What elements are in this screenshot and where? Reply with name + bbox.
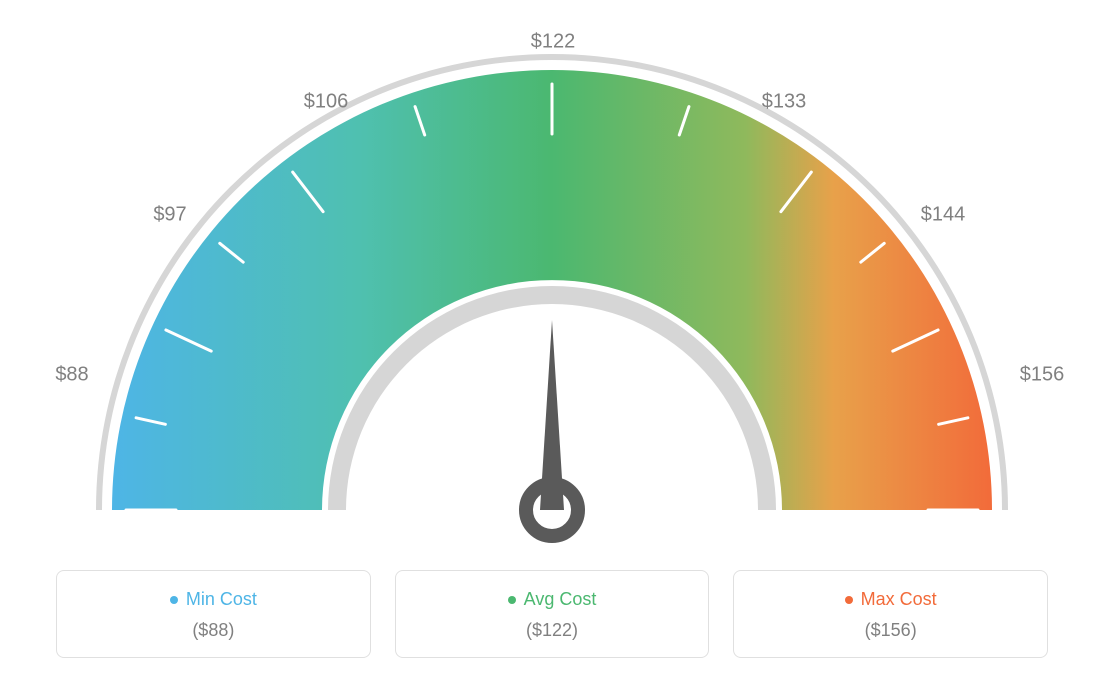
- legend-value-avg: ($122): [408, 620, 697, 641]
- gauge-tick-label: $106: [304, 91, 349, 114]
- legend-label-avg: Avg Cost: [524, 589, 597, 610]
- gauge-tick-label: $144: [921, 204, 966, 227]
- gauge-tick-label: $88: [55, 364, 88, 387]
- legend-card-avg: Avg Cost ($122): [395, 570, 710, 658]
- legend-dot-max: [845, 596, 853, 604]
- cost-gauge-chart: $88 $97 $106 $122 $133 $144 $156 Min Cost ($88…: [20, 20, 1084, 658]
- gauge-tick-label: $122: [531, 31, 576, 54]
- legend-value-max: ($156): [746, 620, 1035, 641]
- legend-dot-min: [170, 596, 178, 604]
- legend-label-max: Max Cost: [861, 589, 937, 610]
- legend-row: Min Cost ($88) Avg Cost ($122) Max Cost …: [20, 570, 1084, 658]
- legend-value-min: ($88): [69, 620, 358, 641]
- legend-card-max: Max Cost ($156): [733, 570, 1048, 658]
- gauge-tick-label: $156: [1020, 364, 1065, 387]
- gauge-tick-label: $133: [762, 91, 807, 114]
- legend-label-min: Min Cost: [186, 589, 257, 610]
- legend-card-min: Min Cost ($88): [56, 570, 371, 658]
- legend-dot-avg: [508, 596, 516, 604]
- gauge-tick-label: $97: [153, 204, 186, 227]
- gauge-dial: $88 $97 $106 $122 $133 $144 $156: [20, 20, 1084, 550]
